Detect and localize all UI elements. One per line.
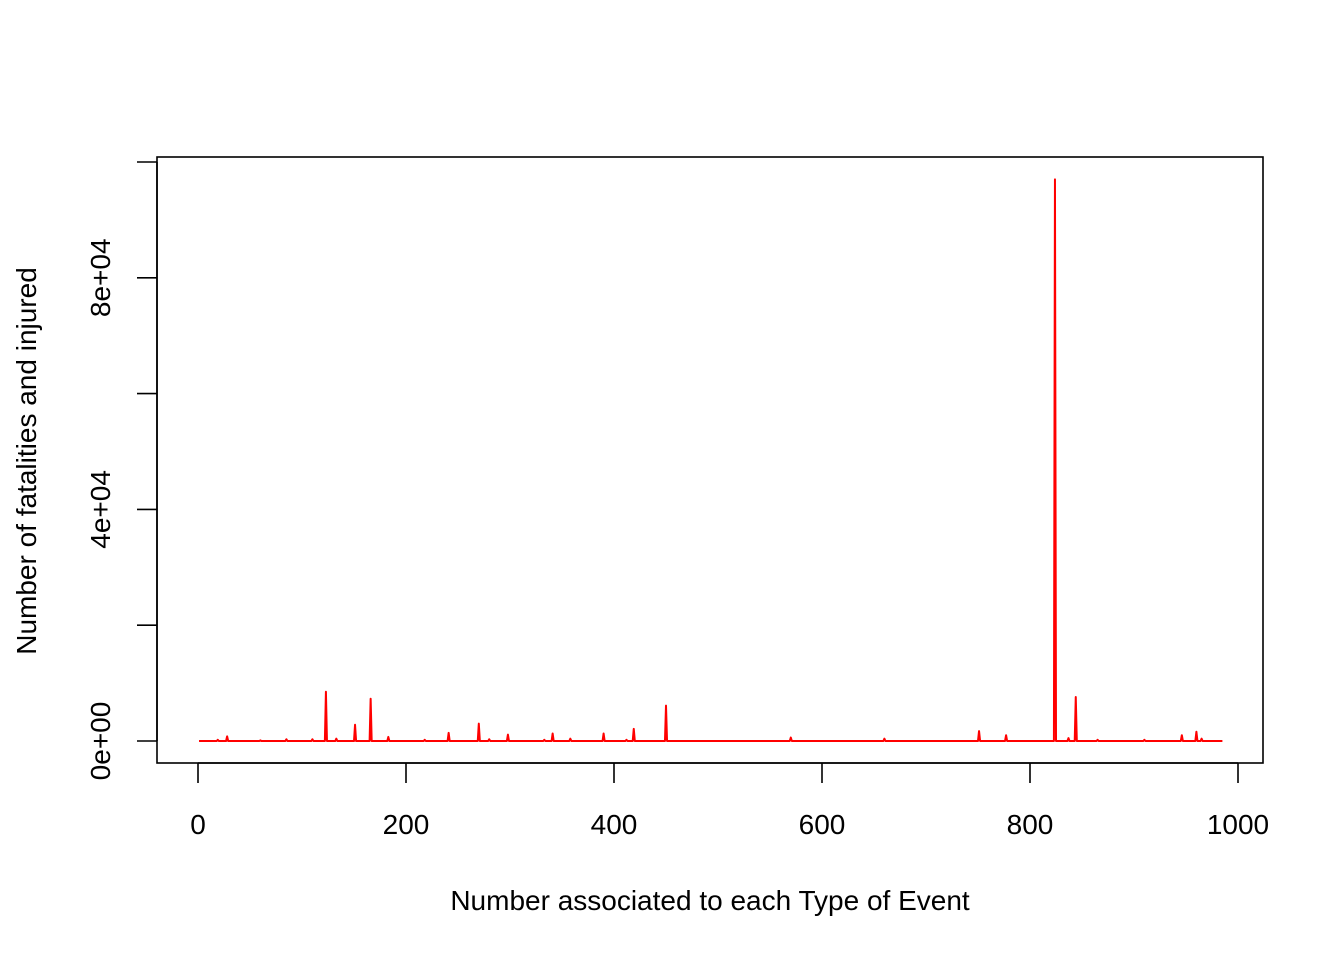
x-tick-label: 0: [190, 809, 206, 840]
x-tick-label: 800: [1007, 809, 1054, 840]
y-tick-label: 8e+04: [85, 238, 116, 317]
y-axis: 0e+00 4e+04 8e+04: [85, 161, 158, 781]
x-axis: 0 200 400 600 800 1000: [190, 762, 1269, 840]
x-tick-label: 200: [383, 809, 430, 840]
series-line: [199, 178, 1223, 742]
x-tick-label: 1000: [1207, 809, 1269, 840]
plot-frame: [156, 156, 1264, 764]
y-axis-label: Number of fatalities and injured: [11, 267, 42, 655]
x-tick-label: 400: [591, 809, 638, 840]
x-axis-label: Number associated to each Type of Event: [450, 885, 970, 916]
x-tick-label: 600: [799, 809, 846, 840]
y-tick-label: 4e+04: [85, 470, 116, 549]
y-tick-label: 0e+00: [85, 702, 116, 781]
